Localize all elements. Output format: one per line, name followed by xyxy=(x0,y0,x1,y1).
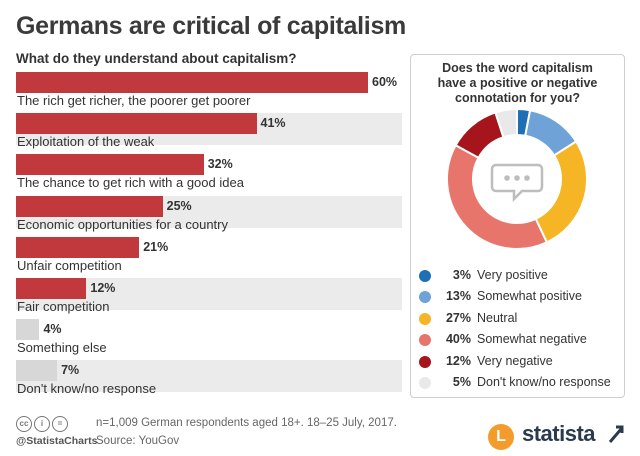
bar-chart-subtitle: What do they understand about capitalism… xyxy=(16,51,297,66)
bar-category-label: Exploitation of the weak xyxy=(17,134,155,150)
bar xyxy=(16,195,163,217)
bar xyxy=(16,319,40,341)
bar-value-label: 32% xyxy=(207,157,233,172)
bar-value-label: 7% xyxy=(61,363,80,378)
legend-value: 40% xyxy=(445,332,471,347)
donut-title-line-3: connotation for you? xyxy=(455,91,580,105)
bar-value-label: 41% xyxy=(260,116,286,131)
legend-label: Very negative xyxy=(477,353,553,368)
bar xyxy=(16,278,87,299)
nd-icon: = xyxy=(52,416,68,432)
license-icons: cc i = xyxy=(16,416,70,432)
legend-label: Very positive xyxy=(477,268,548,282)
bar-row: 32% The chance to get rich with a good id… xyxy=(16,154,402,191)
donut-panel: Does the word capitalism have a positive… xyxy=(410,54,625,398)
legend-value: 13% xyxy=(445,289,471,304)
legend-swatch xyxy=(419,270,431,282)
bar-row: 41% Exploitation of the weak xyxy=(16,113,402,150)
legend-value: 3% xyxy=(452,268,471,282)
donut-legend: 3% Very positive 13% Somewhat positive 27% Ne… xyxy=(419,267,624,395)
donut-chart xyxy=(446,107,588,250)
bar-value-label: 4% xyxy=(43,322,62,337)
statista-handle: @StatistaCharts xyxy=(16,435,98,447)
legend-swatch xyxy=(419,312,431,325)
statista-mark-icon xyxy=(608,425,624,443)
bar-value-label: 60% xyxy=(372,75,398,89)
bar-value-label: 25% xyxy=(166,198,192,213)
bar-category-label: Don't know/no response xyxy=(17,381,157,397)
bar xyxy=(16,154,204,176)
legend-value: 12% xyxy=(445,353,471,368)
bar-row: 4% Something else xyxy=(16,319,402,356)
bar-value-label: 21% xyxy=(143,239,169,254)
legend-item: 5% Don't know/no response xyxy=(419,374,624,395)
donut-title-line-2: have a positive or negative xyxy=(437,76,598,90)
donut-slice xyxy=(534,140,588,244)
bar-row: 7% Don't know/no response xyxy=(16,360,402,397)
donut-slice xyxy=(494,107,518,139)
legend-swatch xyxy=(419,376,431,389)
legend-swatch xyxy=(419,334,431,347)
bar-category-label: The chance to get rich with a good idea xyxy=(17,175,244,191)
legend-label: Neutral xyxy=(477,310,518,325)
legend-label: Somewhat negative xyxy=(477,332,587,347)
donut-title: Does the word capitalism have a positive… xyxy=(411,61,624,106)
bar-category-label: Unfair competition xyxy=(17,257,122,273)
donut-title-line-1: Does the word capitalism xyxy=(442,61,593,75)
legend-swatch xyxy=(419,291,431,304)
bar-value-label: 12% xyxy=(90,281,116,295)
bar xyxy=(16,360,58,382)
legend-item: 40% Somewhat negative xyxy=(419,331,624,352)
speech-bubble-icon xyxy=(490,163,544,203)
bar xyxy=(16,113,257,135)
bar xyxy=(16,236,140,258)
legend-value: 27% xyxy=(445,310,471,325)
legend-item: 3% Very positive xyxy=(419,267,624,288)
bar-category-label: Something else xyxy=(17,340,107,356)
chart-title: Germans are critical of capitalism xyxy=(16,12,406,40)
row-background xyxy=(16,360,402,393)
survey-note: n=1,009 German respondents aged 18+. 18–… xyxy=(96,417,397,429)
legend-item: 12% Very negative xyxy=(419,353,624,374)
source-note: Source: YouGov xyxy=(96,435,180,447)
bar-row: 60% The rich get richer, the poorer get p… xyxy=(16,72,402,108)
bar-category-label: Fair competition xyxy=(17,299,110,314)
statista-logo: statista xyxy=(522,421,596,446)
cc-icon: cc xyxy=(16,416,32,432)
by-icon: i xyxy=(34,416,50,432)
partner-logo-icon: L xyxy=(488,424,514,450)
bar-row: 25% Economic opportunities for a country xyxy=(16,195,402,232)
legend-value: 5% xyxy=(452,374,471,389)
donut-slice xyxy=(446,143,549,250)
bar-row: 21% Unfair competition xyxy=(16,236,402,273)
legend-item: 13% Somewhat positive xyxy=(419,288,624,309)
legend-label: Don't know/no response xyxy=(477,374,611,389)
bar-category-label: The rich get richer, the poorer get poor… xyxy=(17,93,251,108)
legend-swatch xyxy=(419,355,431,368)
legend-item: 27% Neutral xyxy=(419,310,624,331)
bar-category-label: Economic opportunities for a country xyxy=(17,216,228,232)
bar-chart: 60% The rich get richer, the poorer get p… xyxy=(16,72,402,402)
bar-row: 12% Fair competition xyxy=(16,278,402,314)
legend-label: Somewhat positive xyxy=(477,289,582,304)
bar xyxy=(16,72,368,93)
